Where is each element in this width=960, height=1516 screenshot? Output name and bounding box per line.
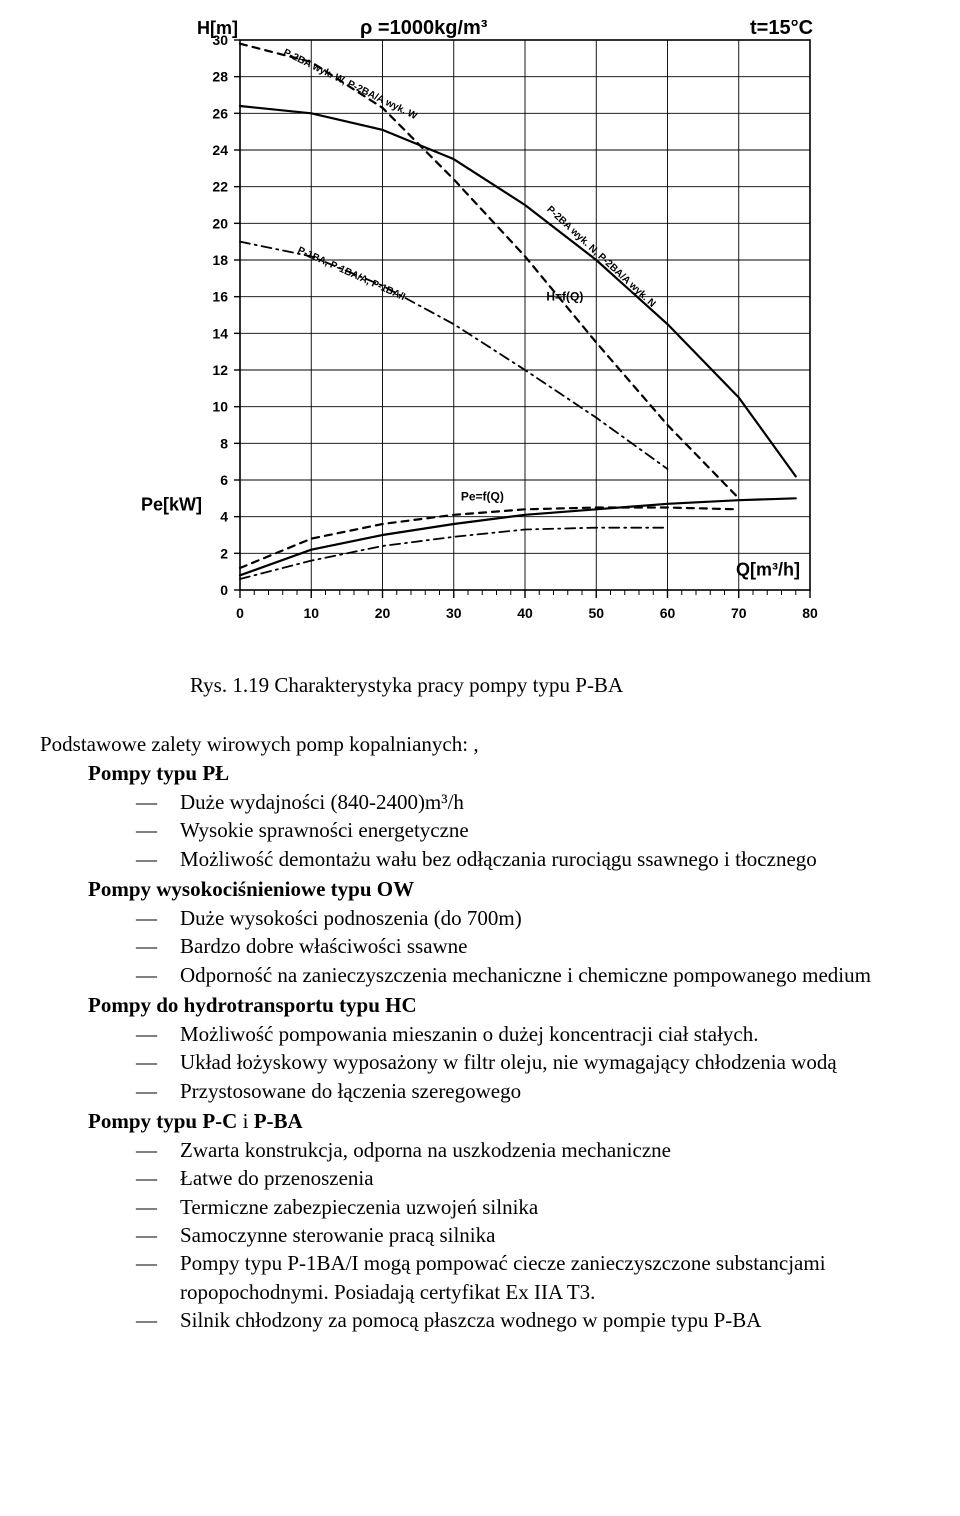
svg-text:8: 8	[220, 435, 228, 451]
section-title: Pompy typu P-C i P-BA	[88, 1109, 920, 1134]
feature-list: Zwarta konstrukcja, odporna na uszkodzen…	[136, 1136, 920, 1334]
svg-text:24: 24	[212, 142, 228, 158]
svg-text:80: 80	[802, 605, 818, 621]
svg-text:0: 0	[236, 605, 244, 621]
list-item: Możliwość demontażu wału bez odłączania …	[136, 845, 920, 873]
svg-text:4: 4	[220, 509, 228, 525]
list-item: Duże wysokości podnoszenia (do 700m)	[136, 904, 920, 932]
svg-text:Q[m³/h]: Q[m³/h]	[736, 560, 800, 580]
svg-text:12: 12	[212, 362, 228, 378]
list-item: Łatwe do przenoszenia	[136, 1164, 920, 1192]
list-item: Zwarta konstrukcja, odporna na uszkodzen…	[136, 1136, 920, 1164]
svg-text:0: 0	[220, 582, 228, 598]
list-item: Układ łożyskowy wyposażony w filtr oleju…	[136, 1048, 920, 1076]
svg-text:30: 30	[446, 605, 462, 621]
svg-text:Pe=f(Q): Pe=f(Q)	[461, 489, 504, 503]
svg-text:60: 60	[660, 605, 676, 621]
svg-text:10: 10	[212, 399, 228, 415]
section-title: Pompy typu PŁ	[88, 761, 920, 786]
svg-text:10: 10	[303, 605, 319, 621]
list-item: Samoczynne sterowanie pracą silnika	[136, 1221, 920, 1249]
list-item: Przystosowane do łączenia szeregowego	[136, 1077, 920, 1105]
feature-list: Duże wysokości podnoszenia (do 700m)Bard…	[136, 904, 920, 989]
svg-text:P-1BA, P-1BA/A, P-1BA/I: P-1BA, P-1BA/A, P-1BA/I	[296, 245, 407, 303]
list-item: Wysokie sprawności energetyczne	[136, 816, 920, 844]
svg-text:6: 6	[220, 472, 228, 488]
svg-text:40: 40	[517, 605, 533, 621]
list-item: Duże wydajności (840-2400)m³/h	[136, 788, 920, 816]
pump-characteristic-chart: 0102030405060708002468101214161820222426…	[140, 20, 840, 655]
svg-text:26: 26	[212, 105, 228, 121]
svg-text:18: 18	[212, 252, 228, 268]
svg-text:ρ =1000kg/m³: ρ =1000kg/m³	[360, 20, 488, 39]
feature-list: Duże wydajności (840-2400)m³/hWysokie sp…	[136, 788, 920, 873]
svg-text:70: 70	[731, 605, 747, 621]
svg-text:20: 20	[212, 215, 228, 231]
list-item: Silnik chłodzony za pomocą płaszcza wodn…	[136, 1306, 920, 1334]
svg-text:14: 14	[212, 325, 228, 341]
list-item: Termiczne zabezpieczenia uzwojeń silnika	[136, 1193, 920, 1221]
intro-line: Podstawowe zalety wirowych pomp kopalnia…	[40, 732, 920, 757]
svg-text:20: 20	[375, 605, 391, 621]
svg-text:H=f(Q): H=f(Q)	[546, 290, 583, 304]
section-title: Pompy wysokociśnieniowe typu OW	[88, 877, 920, 902]
list-item: Pompy typu P-1BA/I mogą pompować ciecze …	[136, 1249, 920, 1306]
svg-text:50: 50	[588, 605, 604, 621]
svg-text:Pe[kW]: Pe[kW]	[141, 495, 202, 515]
svg-text:16: 16	[212, 289, 228, 305]
section-title: Pompy do hydrotransportu typu HC	[88, 993, 920, 1018]
svg-text:22: 22	[212, 179, 228, 195]
list-item: Bardzo dobre właściwości ssawne	[136, 932, 920, 960]
list-item: Odporność na zanieczyszczenia mechaniczn…	[136, 961, 920, 989]
svg-text:2: 2	[220, 545, 228, 561]
svg-text:H[m]: H[m]	[197, 20, 238, 38]
svg-text:P-2BA wyk. W, P-2BA/A wyk. W: P-2BA wyk. W, P-2BA/A wyk. W	[281, 47, 419, 122]
figure-caption: Rys. 1.19 Charakterystyka pracy pompy ty…	[190, 673, 920, 698]
list-item: Możliwość pompowania mieszanin o dużej k…	[136, 1020, 920, 1048]
feature-list: Możliwość pompowania mieszanin o dużej k…	[136, 1020, 920, 1105]
svg-text:28: 28	[212, 69, 228, 85]
svg-text:t=15°C: t=15°C	[750, 20, 813, 39]
